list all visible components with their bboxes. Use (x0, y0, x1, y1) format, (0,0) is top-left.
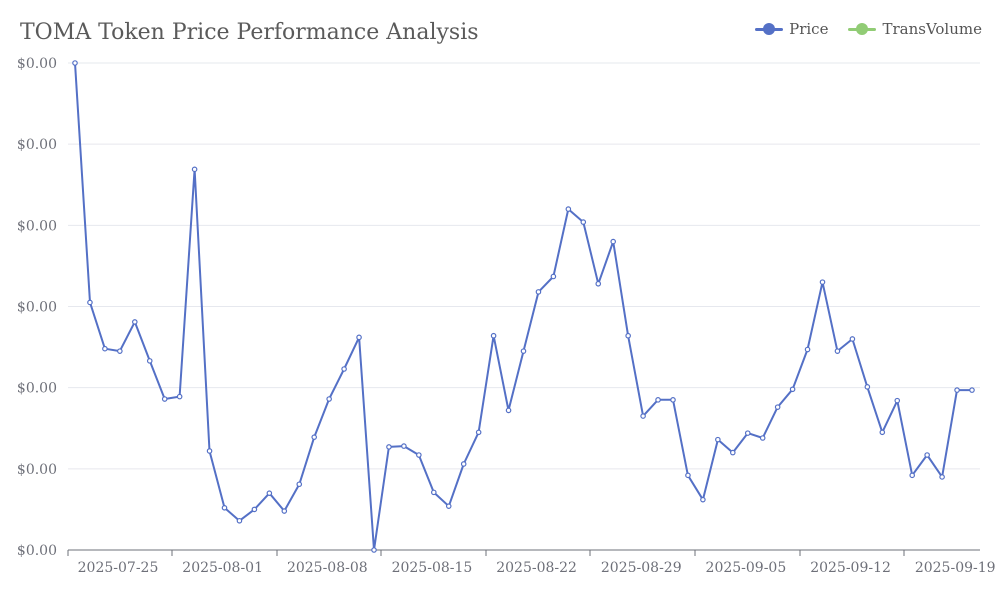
price-data-point (475, 429, 482, 436)
price-data-point (819, 279, 826, 285)
price-data-point (729, 449, 736, 456)
price-data-point (191, 166, 198, 173)
price-data-point (460, 461, 467, 467)
legend-label-price: Price (789, 20, 829, 38)
price-data-point (490, 332, 497, 339)
price-data-point (445, 503, 452, 509)
price-data-point (700, 496, 706, 503)
price-data-point (640, 413, 646, 419)
x-tick-label: 2025-08-01 (182, 560, 263, 576)
price-data-point (386, 444, 392, 450)
x-tick-label: 2025-09-05 (706, 560, 787, 576)
chart-legend: Price TransVolume (755, 20, 982, 38)
price-data-point (759, 435, 766, 441)
price-data-point (87, 299, 93, 306)
price-data-point (356, 334, 362, 341)
price-data-point (879, 429, 886, 436)
price-data-point (909, 472, 916, 479)
x-tick-label: 2025-08-15 (392, 560, 473, 576)
price-data-point (221, 504, 228, 511)
price-data-point (236, 517, 243, 524)
price-data-point (849, 336, 856, 342)
y-tick-label: $0.00 (17, 300, 57, 316)
price-data-point (550, 273, 557, 280)
price-data-point (610, 238, 617, 245)
x-tick-label: 2025-07-25 (78, 560, 159, 576)
price-data-point (401, 443, 407, 449)
chart-title: TOMA Token Price Performance Analysis (20, 20, 479, 45)
legend-label-transvolume: TransVolume (882, 20, 982, 38)
legend-item-transvolume[interactable]: TransVolume (848, 20, 982, 38)
price-data-point (266, 490, 273, 496)
price-data-point (505, 407, 512, 414)
price-data-point (595, 280, 602, 287)
price-data-point (281, 508, 288, 514)
price-data-point (326, 396, 332, 402)
x-tick-label: 2025-09-12 (810, 560, 891, 576)
y-tick-label: $0.00 (17, 543, 57, 559)
price-data-point (939, 474, 945, 480)
legend-swatch-price (755, 23, 784, 35)
price-data-point (206, 448, 213, 454)
price-data-point (625, 332, 631, 339)
price-data-point (789, 386, 796, 393)
price-data-point (341, 366, 347, 372)
price-data-point (296, 481, 303, 488)
legend-item-price[interactable]: Price (755, 20, 828, 38)
y-tick-label: $0.00 (17, 218, 57, 234)
price-data-point (580, 219, 587, 225)
x-tick-label: 2025-08-29 (601, 560, 682, 576)
price-data-point (670, 397, 676, 403)
price-data-point (251, 506, 258, 513)
price-data-point (565, 206, 572, 212)
price-data-point (161, 396, 168, 402)
price-data-point (176, 393, 183, 400)
price-data-point (72, 60, 78, 66)
price-data-point (535, 289, 542, 295)
price-data-point (311, 434, 318, 440)
price-data-point (102, 345, 108, 352)
y-tick-label: $0.00 (17, 462, 57, 478)
price-data-point (520, 348, 527, 354)
price-data-point (132, 319, 138, 325)
price-data-point (146, 358, 153, 364)
price-data-point (655, 397, 661, 403)
legend-swatch-transvolume (848, 23, 877, 35)
price-data-point (715, 436, 721, 443)
price-data-point (954, 387, 960, 393)
price-data-point (744, 430, 751, 436)
price-data-point (834, 348, 841, 354)
price-data-point (894, 397, 901, 404)
price-data-point (416, 452, 422, 458)
y-tick-label: $0.00 (17, 56, 57, 72)
y-tick-label: $0.00 (17, 381, 57, 397)
y-tick-label: $0.00 (17, 137, 57, 153)
x-tick-label: 2025-09-19 (915, 560, 996, 576)
price-data-point (371, 547, 377, 553)
price-data-point (924, 452, 930, 458)
x-tick-label: 2025-08-22 (496, 560, 577, 576)
x-tick-label: 2025-08-08 (287, 560, 368, 576)
price-data-point (685, 472, 691, 479)
price-data-point (969, 387, 975, 393)
price-data-point (430, 489, 437, 496)
price-data-point (804, 346, 811, 353)
price-data-point (774, 404, 781, 410)
price-data-point (864, 384, 871, 390)
price-data-point (117, 348, 123, 354)
